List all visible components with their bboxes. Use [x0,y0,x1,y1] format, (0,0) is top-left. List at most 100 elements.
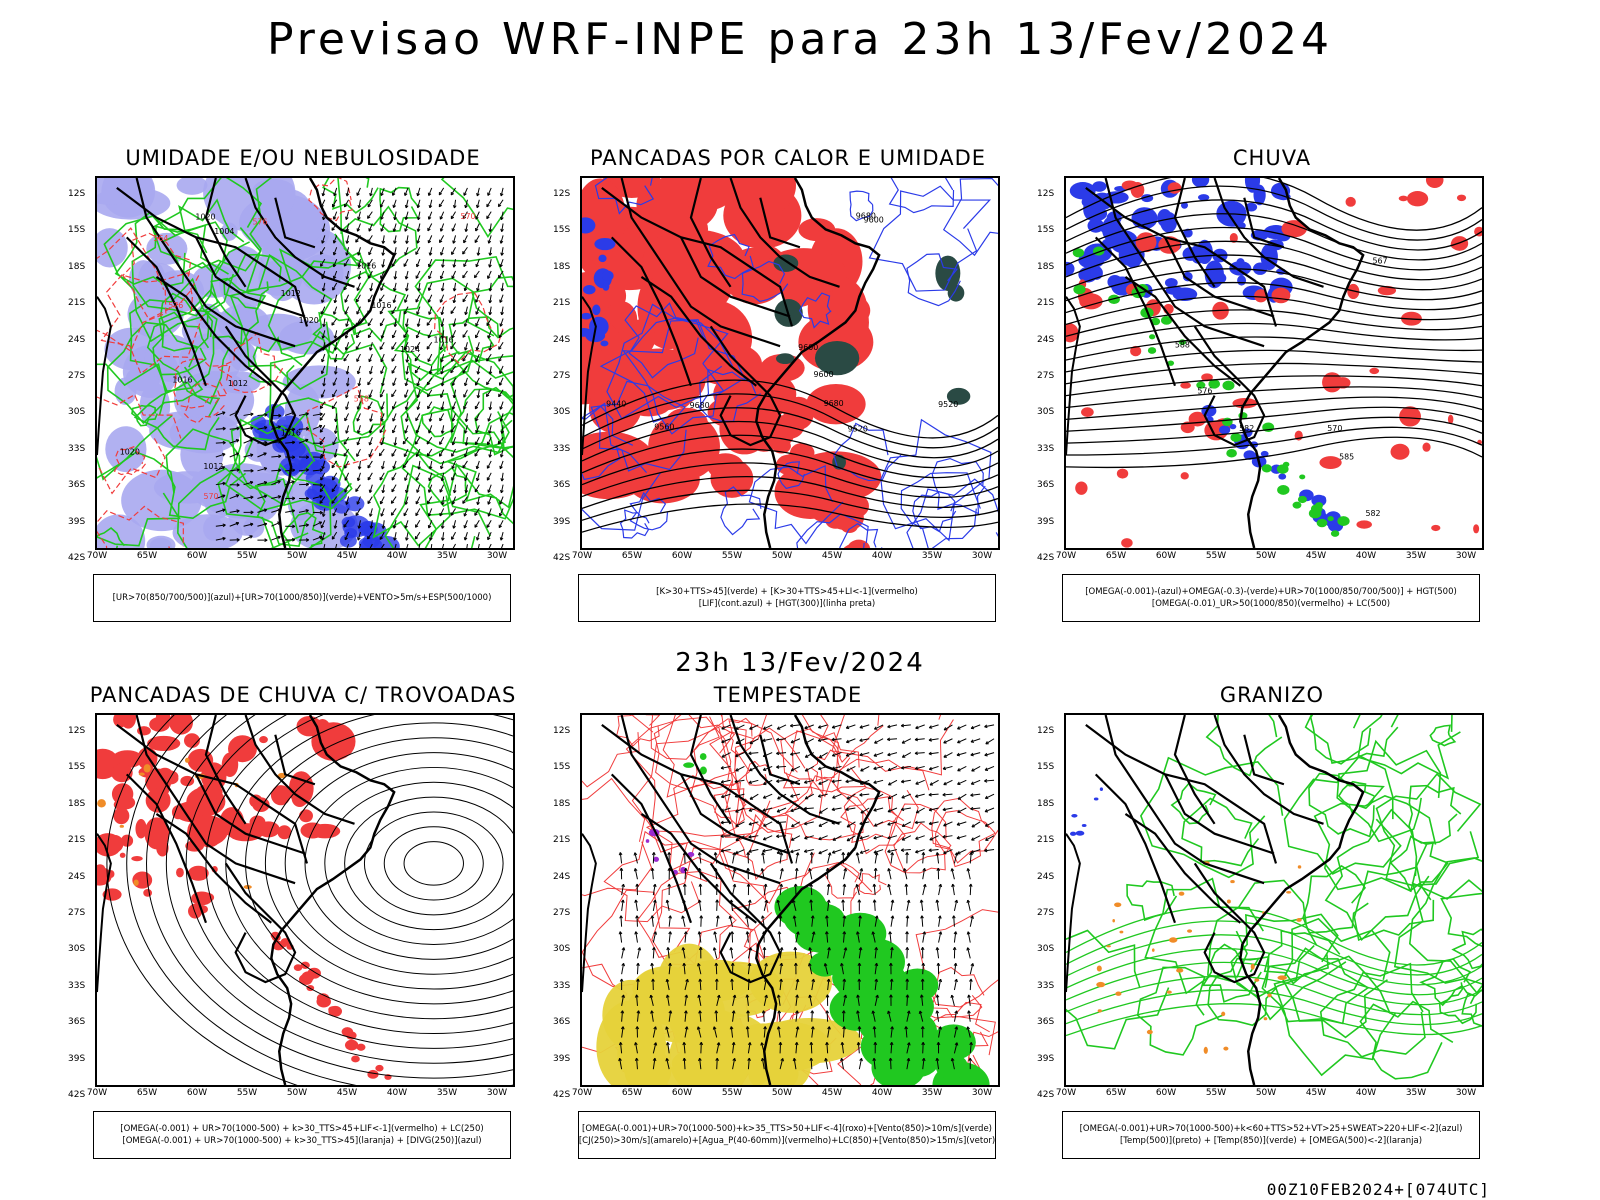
longitude-label: 35W [921,1088,943,1098]
panel-title: CHUVA [1232,146,1312,170]
latitude-label: 39S [1037,1053,1055,1064]
map-borders [1066,715,1365,1085]
latitude-label: 15S [1037,762,1055,773]
latitude-label: 33S [553,980,571,991]
panel-title: PANCADAS POR CALOR E UMIDADE [589,146,987,170]
longitude-label: 40W [1355,1088,1377,1098]
longitude-label: 30W [971,1088,993,1098]
latitude-label: 36S [553,480,571,491]
latitude-label: 12S [1037,726,1055,736]
latitude-label: 39S [1037,516,1055,527]
map-frame [1064,713,1484,1087]
longitude-label: 70W [571,1088,593,1098]
field-shading [97,833,218,919]
field-shading [97,178,358,548]
legend-line: [OMEGA(-0.001)-(azul)+OMEGA(-0.3)-(verde… [1085,587,1457,597]
contour-label: 9520 [848,424,868,433]
latitude-label: 24S [1037,334,1055,345]
map-borders [582,178,881,548]
contour-label: 9600 [798,343,818,352]
latitude-label: 36S [553,1017,571,1028]
panel-pancadas-trovoadas: PANCADAS DE CHUVA C/ TROVOADAS 12S 15S 18S 2… [68,683,518,1163]
panel-chuva: CHUVA 12S 15S 18S 21S 24S 27S 30S 33S 36S 39S 42S 58… [1037,146,1487,626]
latitude-label: 18S [68,798,86,809]
panel-legend: [OMEGA(-0.001)+UR>70(1000-500)+k<60+TTS>… [1062,1111,1480,1159]
latitude-label: 33S [1037,443,1055,454]
latitude-label: 39S [68,516,86,527]
longitude-label: 50W [286,1088,308,1098]
contour-label: 9680 [856,211,876,220]
longitude-label: 35W [1405,1088,1427,1098]
longitude-label: 30W [971,551,993,561]
latitude-label: 33S [553,443,571,454]
latitude-label: 33S [68,443,86,454]
latitude-label: 18S [68,261,86,272]
latitude-label: 30S [553,407,571,418]
contour-label: 1016 [281,429,301,438]
contour-label: 576 [252,217,267,226]
map-borders [1066,178,1365,548]
longitude-label: 30W [486,1088,508,1098]
longitude-axis: 70W 65W 60W 55W 50W 45W 40W 35W 30W [87,551,515,563]
longitude-label: 40W [386,1088,408,1098]
longitude-label: 45W [336,1088,358,1098]
contour-label: 570 [203,492,218,501]
contour-label: 582 [1365,509,1380,518]
latitude-label: 21S [68,835,86,846]
panel-legend: [OMEGA(-0.001) + UR>70(1000-500) + k>30_… [93,1111,511,1159]
longitude-label: 60W [671,1088,693,1098]
latitude-label: 42S [68,553,86,563]
longitude-label: 45W [1305,1088,1327,1098]
longitude-label: 70W [86,1088,108,1098]
longitude-label: 40W [871,1088,893,1098]
map-frame: 9680 9680 9680 9600 9600 9600 9440 9520 9520 9560 [580,176,1000,550]
longitude-label: 40W [871,551,893,561]
contour-label: 9600 [864,216,884,225]
contour-label: 1024 [400,345,420,354]
panel-tempestade: TEMPESTADE 12S 15S 18S 21S 24S 27S 30S 33S 36S 39S… [553,683,1003,1163]
latitude-label: 12S [553,726,571,736]
latitude-label: 18S [1037,798,1055,809]
forecast-map: 588 582 585 582 576 570 567 [1066,178,1482,548]
latitude-label: 30S [1037,944,1055,955]
longitude-label: 55W [1205,1088,1227,1098]
latitude-label: 30S [68,944,86,955]
map-frame: 1012 1012 1016 1016 1016 1020 1020 1016 1012 1016… [95,176,515,550]
contour-label: 1016 [434,336,454,345]
contour-label: 576 [168,301,183,310]
longitude-label: 70W [1055,1088,1077,1098]
latitude-axis: 12S 15S 18S 21S 24S 27S 30S 33S 36S 39S 42S [1037,176,1077,563]
contour-label: 1012 [203,462,223,471]
latitude-label: 36S [68,480,86,491]
field-shading [596,943,862,1085]
map-borders [97,178,396,548]
latitude-label: 18S [553,261,571,272]
longitude-label: 70W [571,551,593,561]
longitude-axis: 70W 65W 60W 55W 50W 45W 40W 35W 30W [572,551,1000,563]
latitude-label: 27S [68,908,86,918]
longitude-label: 45W [1305,551,1327,561]
panel-umidade: UMIDADE E/OU NEBULOSIDADE 12S 15S 18S 21S 24S… [68,146,518,626]
longitude-axis: 70W 65W 60W 55W 50W 45W 40W 35W 30W [87,1088,515,1100]
latitude-label: 21S [553,298,571,309]
contour-label: 570 [1327,424,1342,433]
longitude-label: 45W [336,551,358,561]
latitude-label: 18S [1037,261,1055,272]
wind-vectors [319,187,505,548]
contour-label: 9680 [690,401,710,410]
contour-label: 1016 [356,262,376,271]
forecast-map [582,715,998,1085]
latitude-label: 21S [1037,835,1055,846]
map-frame: 588 582 585 582 576 570 567 [1064,176,1484,550]
longitude-label: 30W [1455,1088,1477,1098]
latitude-label: 27S [553,371,571,381]
longitude-label: 30W [486,551,508,561]
map-frame [580,713,1000,1087]
contour-label: 1012 [281,289,301,298]
longitude-label: 55W [721,1088,743,1098]
contour-label: 1004 [214,227,234,236]
latitude-label: 36S [1037,480,1055,491]
longitude-label: 65W [1105,551,1127,561]
longitude-label: 40W [386,551,408,561]
